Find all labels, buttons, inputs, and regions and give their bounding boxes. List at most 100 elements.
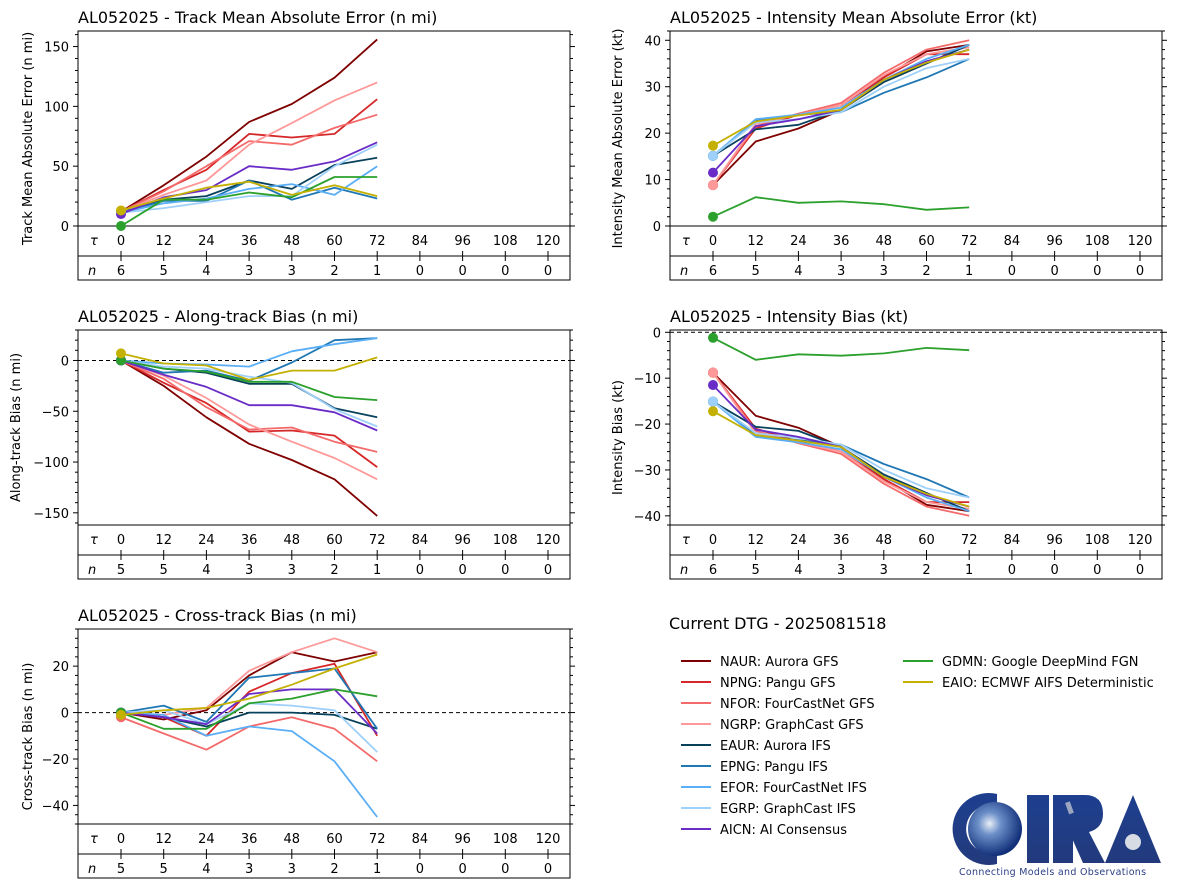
logo-letter-a — [1105, 795, 1161, 863]
series-line-npng — [120, 98, 378, 213]
y-tick-label: −20 — [42, 753, 69, 768]
tau-tick-label: 84 — [412, 533, 429, 548]
n-count-label: 6 — [709, 563, 717, 578]
series-marker-aicn — [708, 167, 718, 178]
series-line-aicn — [120, 359, 378, 432]
series-line-egrp — [120, 143, 378, 214]
tau-tick-label: 108 — [1085, 533, 1110, 548]
series-line-nfor — [120, 113, 378, 213]
y-tick-label: 150 — [44, 41, 69, 56]
legend-label: AICN: AI Consensus — [720, 823, 847, 838]
n-row-label: n — [88, 264, 96, 279]
y-tick-label: 30 — [644, 81, 661, 96]
chart-panel-1: AL052025 - Track Mean Absolute Error (n … — [21, 8, 575, 281]
series-line-efor — [120, 711, 378, 818]
series-line-nfor — [712, 372, 970, 517]
tau-tick-label: 96 — [454, 533, 471, 548]
series-marker-eaio — [116, 348, 126, 359]
legend-item-epng: EPNG: Pangu IFS — [681, 760, 828, 775]
series-line-nfor — [120, 716, 378, 763]
n-count-label: 3 — [245, 264, 253, 279]
chart-title: AL052025 - Cross-track Bias (n mi) — [78, 606, 357, 625]
n-row-label: n — [88, 563, 96, 578]
legend-label: GDMN: Google DeepMind FGN — [942, 655, 1139, 670]
tau-row-label: τ — [90, 234, 98, 249]
n-count-label: 3 — [880, 264, 888, 279]
chart-title: AL052025 - Intensity Bias (kt) — [670, 307, 908, 326]
tau-tick-label: 120 — [536, 234, 561, 249]
tau-tick-label: 0 — [117, 533, 125, 548]
n-count-label: 0 — [501, 862, 509, 877]
legend-area: Current DTG - 2025081518 NAUR: Aurora GF… — [669, 614, 1154, 838]
plot-frame — [669, 329, 1163, 580]
series-line-gdmn — [120, 176, 378, 227]
tau-tick-label: 24 — [198, 533, 215, 548]
tau-tick-label: 120 — [536, 832, 561, 847]
dtg-label: Current DTG - 2025081518 — [669, 614, 886, 633]
series-line-ngrp — [120, 359, 378, 481]
series-line-naur — [120, 38, 378, 213]
n-count-label: 3 — [288, 862, 296, 877]
logo-letter-c — [952, 793, 997, 865]
series-marker-gdmn — [116, 221, 126, 231]
n-count-label: 0 — [544, 862, 552, 877]
chart-panel-2: AL052025 - Intensity Mean Absolute Error… — [611, 8, 1167, 281]
n-count-label: 4 — [202, 264, 210, 279]
tau-tick-label: 48 — [876, 234, 893, 249]
legend-item-npng: NPNG: Pangu GFS — [681, 676, 836, 691]
n-count-label: 3 — [837, 264, 845, 279]
y-tick-label: 10 — [644, 174, 661, 189]
legend-item-aicn: AICN: AI Consensus — [681, 823, 847, 838]
chart-title: AL052025 - Track Mean Absolute Error (n … — [78, 8, 437, 27]
n-count-label: 3 — [245, 862, 253, 877]
legend-label: NFOR: FourCastNet GFS — [720, 697, 875, 712]
series-line-eaio — [120, 180, 378, 212]
n-count-label: 0 — [1050, 563, 1058, 578]
tau-tick-label: 12 — [155, 533, 172, 548]
series-line-nfor — [120, 359, 378, 453]
legend-label: NGRP: GraphCast GFS — [720, 718, 864, 733]
n-count-label: 1 — [965, 563, 973, 578]
n-count-label: 1 — [965, 264, 973, 279]
tau-tick-label: 84 — [1004, 234, 1021, 249]
series-line-efor — [712, 400, 970, 513]
series-marker-ngrp — [708, 180, 718, 191]
series-line-gdmn — [712, 196, 970, 218]
tau-tick-label: 60 — [326, 234, 343, 249]
n-count-label: 5 — [160, 862, 168, 877]
chart-title: AL052025 - Intensity Mean Absolute Error… — [670, 8, 1037, 27]
tau-tick-label: 36 — [241, 533, 258, 548]
tau-tick-label: 12 — [155, 234, 172, 249]
n-count-label: 5 — [117, 862, 125, 877]
series-line-ngrp — [712, 46, 970, 186]
n-count-label: 2 — [330, 264, 338, 279]
series-line-gdmn — [120, 359, 378, 401]
n-count-label: 5 — [752, 264, 760, 279]
tau-tick-label: 60 — [326, 832, 343, 847]
series-line-eaio — [712, 48, 970, 147]
legend-label: NPNG: Pangu GFS — [720, 676, 836, 691]
y-tick-label: 0 — [61, 220, 69, 235]
tau-row-label: τ — [90, 533, 98, 548]
series-marker-aicn — [708, 380, 718, 391]
series-line-egrp — [712, 400, 970, 499]
tau-tick-label: 12 — [747, 234, 764, 249]
satellite-icon — [1065, 801, 1074, 815]
tau-tick-label: 120 — [1128, 533, 1153, 548]
chart-panel-5: AL052025 - Cross-track Bias (n mi) −40 −20… — [21, 606, 575, 879]
n-count-label: 4 — [794, 563, 802, 578]
n-count-label: 0 — [544, 264, 552, 279]
tau-row-label: τ — [682, 533, 690, 548]
n-count-label: 0 — [1093, 563, 1101, 578]
y-tick-label: 100 — [44, 100, 69, 115]
n-count-label: 0 — [1050, 264, 1058, 279]
y-axis-label: Intensity Mean Absolute Error (kt) — [611, 29, 626, 249]
tau-tick-label: 36 — [241, 234, 258, 249]
n-count-label: 2 — [922, 563, 930, 578]
n-count-label: 4 — [202, 862, 210, 877]
tau-tick-label: 48 — [284, 234, 301, 249]
tau-row-label: τ — [90, 832, 98, 847]
tau-tick-label: 108 — [1085, 234, 1110, 249]
logo-earth-icon — [968, 802, 1022, 856]
